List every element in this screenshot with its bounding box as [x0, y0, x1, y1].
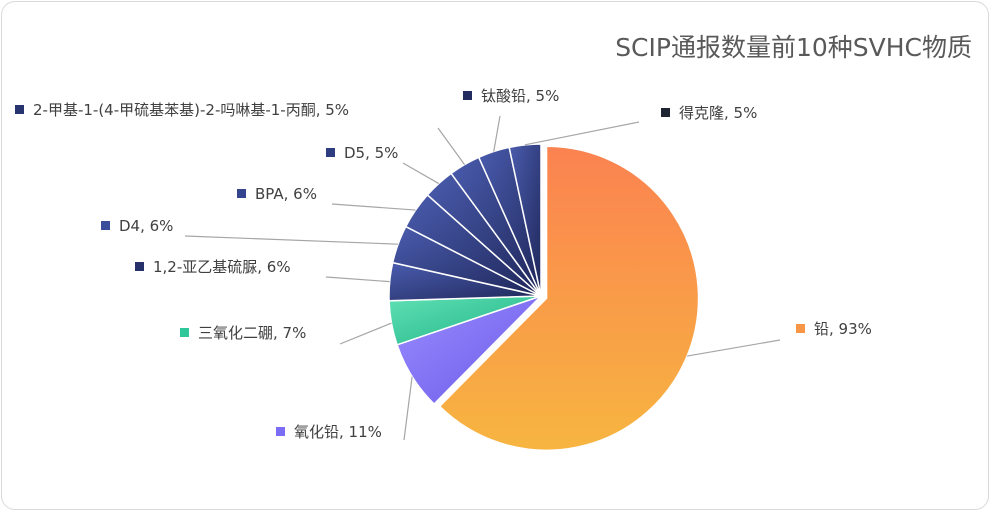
label-marker-6	[237, 189, 246, 198]
label-marker-5	[101, 221, 110, 230]
slice-label-9: 钛酸铅, 5%	[481, 87, 559, 105]
slice-label-2: 氧化铅, 11%	[294, 423, 382, 441]
pie-slices	[388, 143, 700, 452]
leader-line-10	[524, 121, 640, 146]
slice-label-3: 三氧化二硼, 7%	[198, 324, 306, 342]
chart-title: SCIP通报数量前10种SVHC物质	[615, 33, 972, 62]
label-marker-7	[326, 148, 335, 157]
leader-line-4	[325, 276, 390, 283]
leader-line-8	[437, 127, 466, 165]
pie-slice-10	[508, 143, 542, 297]
leader-line-5	[184, 235, 399, 245]
label-marker-2	[276, 427, 285, 436]
label-marker-9	[463, 91, 472, 100]
slice-label-5: D4, 6%	[119, 217, 173, 235]
label-marker-10	[661, 108, 670, 117]
slice-label-6: BPA, 6%	[255, 185, 317, 203]
label-marker-8	[15, 105, 24, 114]
label-marker-1	[796, 324, 805, 333]
slice-label-8: 2-甲基-1-(4-甲硫基苯基)-2-吗啉基-1-丙酮, 5%	[33, 101, 349, 119]
label-marker-3	[180, 328, 189, 337]
slice-label-10: 得克隆, 5%	[679, 104, 757, 122]
slice-labels: 铅, 93% 氧化铅, 11% 三氧化二硼, 7% 1,2-亚乙基硫脲, 6% D4, …	[15, 87, 872, 441]
slice-label-4: 1,2-亚乙基硫脲, 6%	[153, 258, 291, 276]
leader-lines	[184, 115, 781, 441]
leader-line-9	[493, 115, 501, 152]
leader-line-2	[403, 376, 413, 441]
leader-line-7	[402, 162, 440, 185]
leader-line-1	[687, 339, 781, 357]
pie-slice-1	[438, 145, 700, 452]
leader-line-6	[331, 203, 416, 211]
label-marker-4	[135, 262, 144, 271]
leader-line-3	[339, 322, 392, 345]
slice-label-7: D5, 5%	[344, 144, 398, 162]
slice-label-1: 铅, 93%	[814, 320, 872, 338]
